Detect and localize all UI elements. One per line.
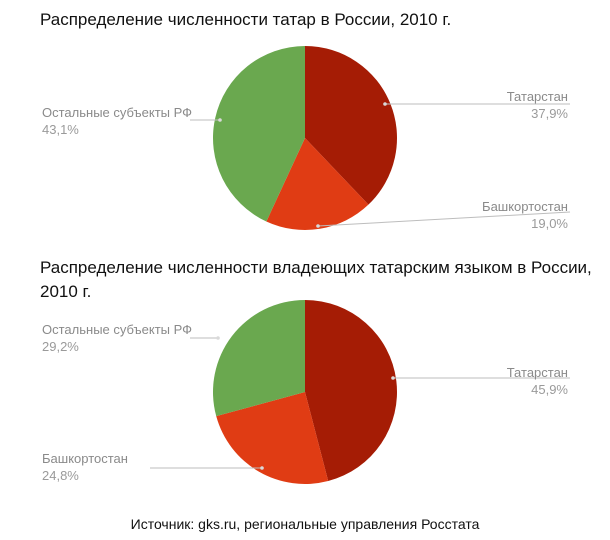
leader-dot-2 [216, 336, 220, 340]
pie-slice-2 [213, 300, 305, 417]
pie-slice-1 [216, 392, 329, 484]
source-note: Источник: gks.ru, региональные управлени… [130, 516, 480, 532]
label-value-1: 19,0% [531, 216, 568, 231]
pie-slice-2 [212, 46, 305, 222]
pie-chart-1: Татарстан 37,9% Башкортостан 19,0% Остал… [42, 46, 571, 231]
label-name-0: Татарстан [507, 89, 568, 104]
pie-chart-2: Татарстан 45,9% Башкортостан 24,8% Остал… [42, 300, 570, 484]
pie-slice-1 [266, 138, 369, 230]
leader-dot-1 [316, 224, 320, 228]
label-name-0: Татарстан [507, 365, 568, 380]
pie-slice-0 [305, 46, 397, 205]
leader-dot-0 [383, 102, 387, 106]
label-name-2: Остальные субъекты РФ [42, 105, 192, 120]
label-value-0: 45,9% [531, 382, 568, 397]
label-name-2: Остальные субъекты РФ [42, 322, 192, 337]
label-value-0: 37,9% [531, 106, 568, 121]
label-value-1: 24,8% [42, 468, 79, 483]
chart-title-2: Распределение численности владеющих тата… [40, 258, 592, 301]
chart-title-1: Распределение численности татар в России… [40, 10, 452, 29]
leader-dot-2 [218, 118, 222, 122]
label-value-2: 29,2% [42, 339, 79, 354]
label-value-2: 43,1% [42, 122, 79, 137]
label-name-1: Башкортостан [482, 199, 568, 214]
leader-line-1 [317, 211, 571, 227]
pie-slice-0 [305, 300, 398, 482]
leader-dot-1 [260, 466, 264, 470]
label-name-1: Башкортостан [42, 451, 128, 466]
leader-dot-0 [391, 376, 395, 380]
